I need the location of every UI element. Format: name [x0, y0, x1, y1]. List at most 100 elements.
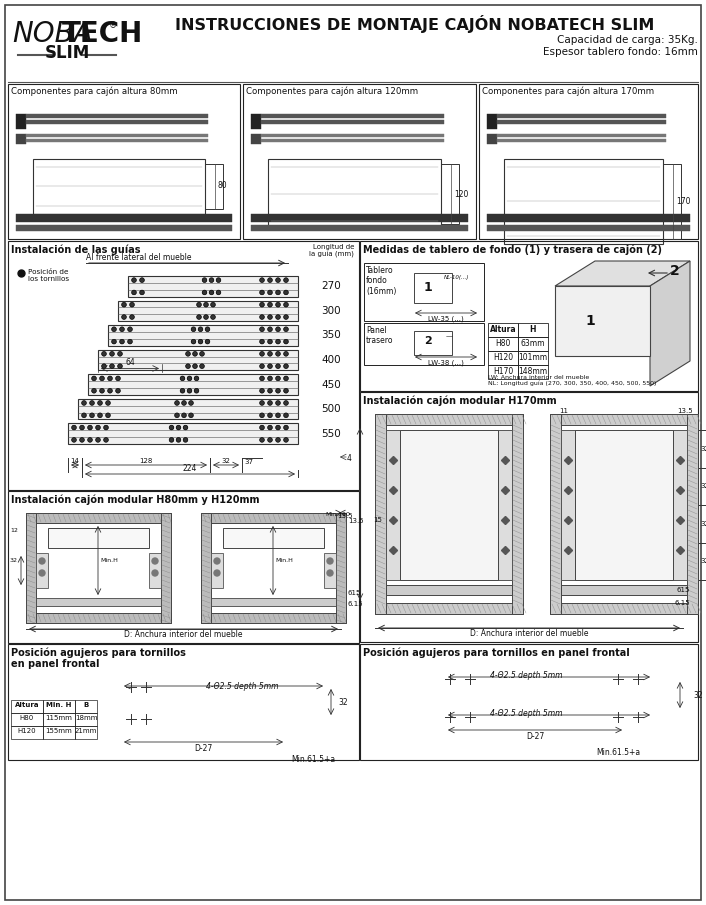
Bar — [201, 513, 346, 523]
Circle shape — [169, 438, 173, 442]
Circle shape — [98, 414, 102, 417]
Circle shape — [268, 401, 272, 405]
Circle shape — [276, 291, 280, 294]
Text: 615: 615 — [348, 590, 361, 596]
Bar — [673, 430, 687, 580]
Text: Componentes para cajón altura 170mm: Componentes para cajón altura 170mm — [482, 87, 654, 97]
Bar — [561, 430, 575, 580]
Text: H80: H80 — [20, 715, 34, 721]
Circle shape — [276, 315, 280, 319]
Text: 6.15: 6.15 — [348, 601, 364, 607]
Text: LW: Anchura interior del mueble
NL: Longitud guía (270, 300, 350, 400, 450, 500,: LW: Anchura interior del mueble NL: Long… — [488, 375, 657, 386]
Bar — [550, 414, 698, 425]
Text: 32: 32 — [10, 558, 18, 563]
Circle shape — [169, 425, 173, 429]
Bar — [479, 84, 698, 239]
Circle shape — [327, 558, 333, 564]
Circle shape — [285, 438, 288, 442]
Text: 4-Θ2.5 depth 5mm: 4-Θ2.5 depth 5mm — [206, 682, 278, 691]
Circle shape — [193, 365, 197, 368]
Circle shape — [268, 414, 272, 417]
Text: D-27: D-27 — [194, 744, 212, 753]
Text: Componentes para cajón altura 120mm: Componentes para cajón altura 120mm — [246, 87, 418, 97]
Circle shape — [285, 414, 288, 417]
Circle shape — [188, 389, 191, 393]
Bar — [26, 134, 208, 137]
Bar — [16, 214, 232, 222]
Bar — [36, 598, 161, 606]
Circle shape — [184, 425, 187, 429]
Circle shape — [203, 279, 206, 282]
Text: 224: 224 — [183, 464, 197, 473]
Text: 4-Θ2.5 depth 5mm: 4-Θ2.5 depth 5mm — [490, 709, 563, 718]
Text: 2: 2 — [670, 264, 680, 278]
Bar — [400, 430, 498, 580]
Bar — [575, 430, 673, 580]
Circle shape — [80, 425, 84, 429]
Text: 400: 400 — [321, 355, 341, 365]
Bar — [8, 644, 359, 760]
Bar — [488, 337, 518, 351]
Bar — [26, 613, 171, 623]
Text: 13.5: 13.5 — [337, 513, 352, 519]
Bar — [261, 134, 444, 137]
Circle shape — [201, 365, 204, 368]
Circle shape — [211, 303, 215, 307]
Circle shape — [261, 328, 264, 331]
Bar — [251, 225, 468, 231]
Bar — [375, 603, 523, 614]
Text: Componentes para cajón altura 80mm: Componentes para cajón altura 80mm — [11, 87, 178, 97]
Circle shape — [118, 352, 122, 356]
Circle shape — [182, 401, 186, 405]
Circle shape — [80, 438, 84, 442]
Circle shape — [261, 376, 264, 380]
Text: 64: 64 — [125, 358, 135, 367]
Bar — [268, 159, 441, 229]
Bar — [43, 726, 75, 739]
Circle shape — [184, 438, 187, 442]
Circle shape — [39, 570, 45, 576]
Circle shape — [72, 425, 76, 429]
Bar — [43, 713, 75, 726]
Text: ®: ® — [109, 21, 117, 30]
Bar — [414, 273, 452, 303]
Circle shape — [205, 339, 209, 343]
Circle shape — [189, 414, 193, 417]
Circle shape — [189, 401, 193, 405]
Circle shape — [106, 401, 110, 405]
Text: Panel
trasero: Panel trasero — [366, 326, 393, 346]
Text: D-27: D-27 — [526, 732, 544, 741]
Bar — [75, 700, 97, 713]
Text: Medidas de tablero de fondo (1) y trasera de cajón (2): Medidas de tablero de fondo (1) y traser… — [363, 244, 662, 254]
Text: 4: 4 — [347, 454, 352, 463]
Text: H170: H170 — [493, 367, 513, 376]
Bar — [360, 392, 698, 642]
Bar — [108, 325, 298, 346]
Text: Al frente lateral del mueble: Al frente lateral del mueble — [86, 253, 191, 262]
Bar — [211, 553, 223, 588]
Circle shape — [88, 438, 92, 442]
Circle shape — [261, 303, 264, 307]
Text: 115mm: 115mm — [46, 715, 73, 721]
Circle shape — [192, 339, 196, 343]
Bar — [251, 214, 468, 222]
Circle shape — [268, 279, 272, 282]
Text: Altura: Altura — [15, 702, 40, 708]
Bar — [118, 300, 298, 321]
Circle shape — [152, 570, 158, 576]
Circle shape — [268, 365, 272, 368]
Bar — [518, 365, 548, 379]
Circle shape — [285, 352, 288, 356]
Circle shape — [214, 570, 220, 576]
Circle shape — [261, 291, 264, 294]
Circle shape — [285, 365, 288, 368]
Bar — [11, 726, 43, 739]
Circle shape — [276, 389, 280, 393]
Bar — [550, 414, 561, 614]
Text: 32: 32 — [338, 698, 347, 707]
Text: Longitud de
la guía (mm): Longitud de la guía (mm) — [309, 244, 354, 258]
Circle shape — [214, 558, 220, 564]
Circle shape — [327, 570, 333, 576]
Circle shape — [261, 339, 264, 343]
Bar — [16, 114, 26, 129]
